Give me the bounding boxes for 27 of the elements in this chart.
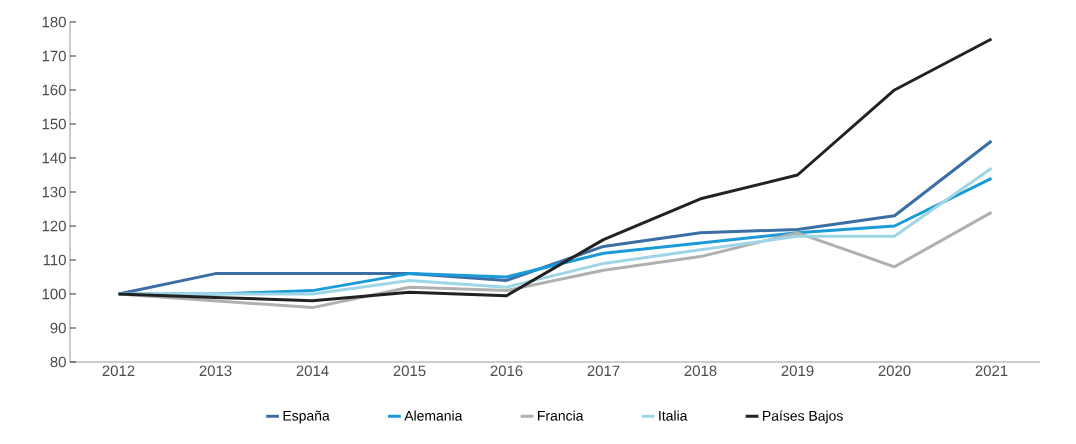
line-series — [117, 37, 994, 303]
legend-label: Italia — [659, 410, 688, 421]
y-tick-label: 140 — [42, 152, 66, 164]
x-tick-label: 2012 — [102, 365, 135, 377]
y-tick-label: 180 — [42, 16, 66, 28]
x-tick-label: 2020 — [878, 365, 911, 377]
legend-label: Países Bajos — [763, 410, 843, 424]
x-tick-label: 2014 — [296, 365, 329, 377]
x-tick-label: 2021 — [975, 365, 1008, 377]
x-tick-label: 2019 — [781, 365, 814, 377]
y-tick-label: 160 — [42, 84, 66, 96]
x-tick-label: 2016 — [490, 365, 523, 377]
y-tick-label: 110 — [43, 254, 66, 266]
y-tick-label: 90 — [50, 322, 66, 334]
x-tick-label: 2013 — [199, 365, 232, 377]
y-tick-label: 130 — [42, 186, 66, 198]
y-tick-label: 100 — [42, 288, 66, 300]
x-tick-label: 2015 — [393, 365, 426, 377]
legend-label: España — [283, 410, 330, 424]
y-tick-label: 80 — [50, 356, 66, 368]
x-tick-label: 2018 — [684, 365, 717, 377]
y-tick-label: 170 — [42, 50, 66, 62]
x-tick-label: 2017 — [587, 365, 620, 377]
y-tick-label: 120 — [42, 220, 66, 232]
legend-label: Francia — [538, 410, 584, 421]
legend-label: Alemania — [404, 410, 463, 421]
y-tick-label: 150 — [42, 118, 66, 130]
